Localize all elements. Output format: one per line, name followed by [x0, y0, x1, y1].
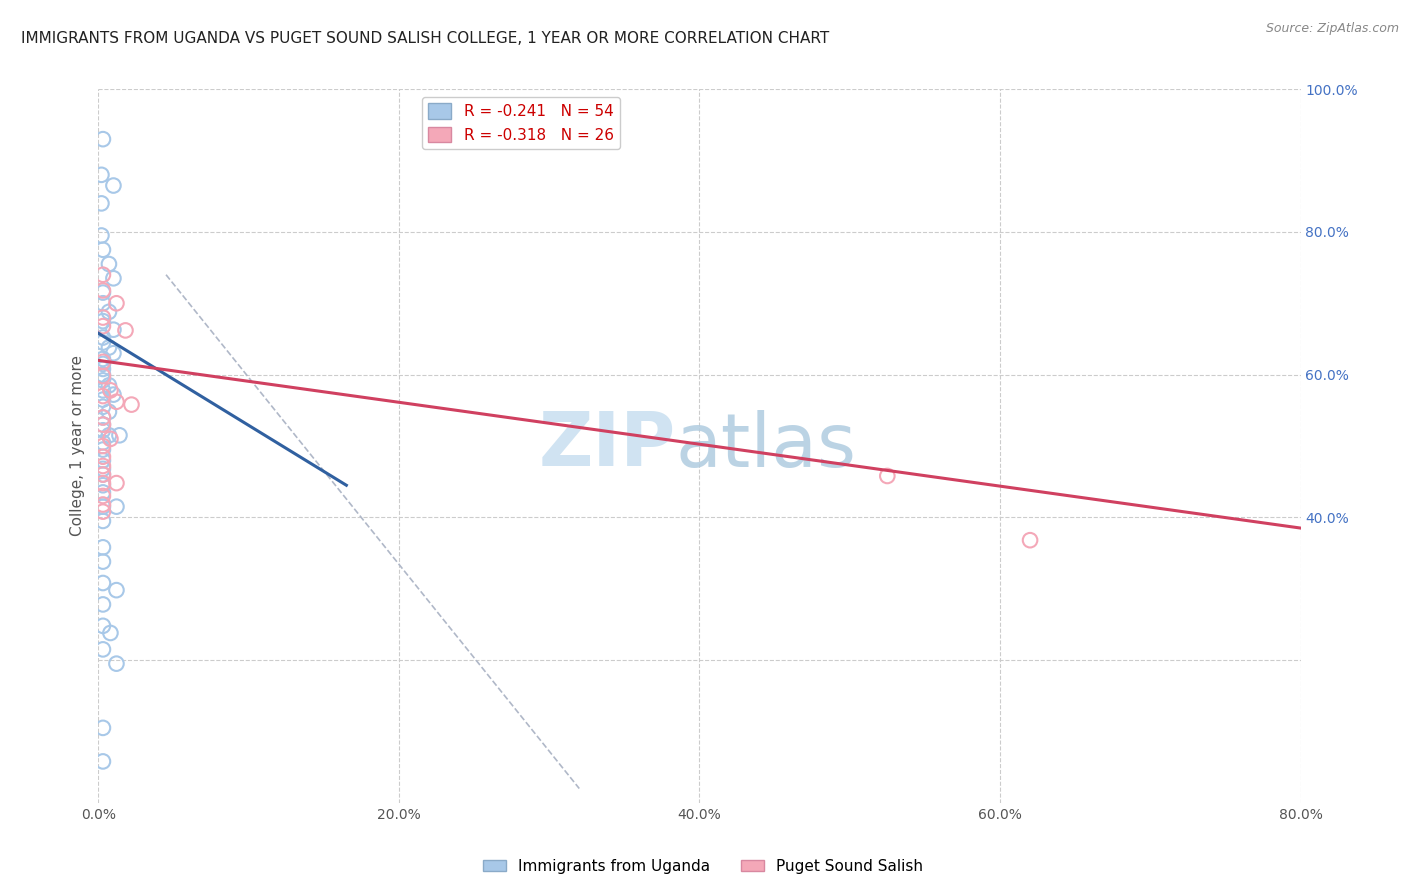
Point	[91, 489, 114, 503]
Point	[91, 362, 114, 376]
Point	[114, 323, 136, 337]
Point	[91, 541, 114, 555]
Point	[91, 555, 114, 569]
Point	[105, 657, 128, 671]
Point	[97, 405, 120, 419]
Point	[103, 323, 125, 337]
Point	[100, 384, 122, 398]
Point	[91, 453, 114, 467]
Point	[91, 296, 114, 310]
Point	[103, 346, 125, 360]
Point	[91, 485, 114, 500]
Point	[105, 583, 128, 598]
Point	[1019, 533, 1042, 548]
Point	[91, 417, 114, 432]
Point	[91, 598, 114, 612]
Point	[91, 243, 114, 257]
Point	[91, 392, 114, 407]
Point	[91, 642, 114, 657]
Point	[91, 285, 114, 300]
Point	[91, 467, 114, 482]
Point	[91, 319, 114, 334]
Text: Source: ZipAtlas.com: Source: ZipAtlas.com	[1265, 22, 1399, 36]
Point	[91, 435, 114, 450]
Point	[91, 417, 114, 432]
Point	[91, 476, 114, 491]
Point	[103, 178, 125, 193]
Point	[103, 271, 125, 285]
Point	[91, 351, 114, 366]
Point	[91, 450, 114, 464]
Legend: R = -0.241   N = 54, R = -0.318   N = 26: R = -0.241 N = 54, R = -0.318 N = 26	[422, 97, 620, 149]
Point	[91, 330, 114, 344]
Point	[105, 394, 128, 409]
Point	[91, 410, 114, 425]
Point	[91, 368, 114, 382]
Text: IMMIGRANTS FROM UGANDA VS PUGET SOUND SALISH COLLEGE, 1 YEAR OR MORE CORRELATION: IMMIGRANTS FROM UGANDA VS PUGET SOUND SA…	[21, 31, 830, 46]
Point	[97, 341, 120, 355]
Point	[91, 357, 114, 371]
Point	[91, 284, 114, 298]
Point	[91, 268, 114, 282]
Point	[91, 335, 114, 350]
Point	[91, 384, 114, 398]
Point	[97, 257, 120, 271]
Point	[91, 498, 114, 512]
Point	[91, 458, 114, 473]
Point	[91, 721, 114, 735]
Point	[90, 196, 112, 211]
Point	[103, 387, 125, 401]
Point	[91, 132, 114, 146]
Point	[108, 428, 131, 442]
Point	[121, 398, 143, 412]
Point	[100, 626, 122, 640]
Point	[97, 378, 120, 392]
Point	[91, 373, 114, 387]
Point	[91, 500, 114, 514]
Y-axis label: College, 1 year or more: College, 1 year or more	[70, 356, 86, 536]
Point	[97, 428, 120, 442]
Point	[97, 305, 120, 319]
Point	[91, 400, 114, 414]
Point	[105, 296, 128, 310]
Point	[91, 369, 114, 384]
Text: atlas: atlas	[675, 409, 856, 483]
Point	[91, 619, 114, 633]
Point	[91, 310, 114, 325]
Point	[100, 432, 122, 446]
Point	[91, 439, 114, 453]
Point	[91, 423, 114, 437]
Point	[91, 462, 114, 476]
Point	[91, 355, 114, 369]
Point	[105, 476, 128, 491]
Point	[91, 576, 114, 591]
Point	[91, 389, 114, 403]
Point	[90, 168, 112, 182]
Point	[91, 467, 114, 482]
Point	[91, 478, 114, 492]
Point	[91, 505, 114, 519]
Point	[91, 442, 114, 457]
Legend: Immigrants from Uganda, Puget Sound Salish: Immigrants from Uganda, Puget Sound Sali…	[477, 853, 929, 880]
Point	[91, 314, 114, 328]
Point	[91, 410, 114, 425]
Point	[90, 228, 112, 243]
Text: ZIP: ZIP	[538, 409, 675, 483]
Point	[91, 514, 114, 528]
Point	[105, 500, 128, 514]
Point	[91, 755, 114, 769]
Point	[876, 469, 898, 483]
